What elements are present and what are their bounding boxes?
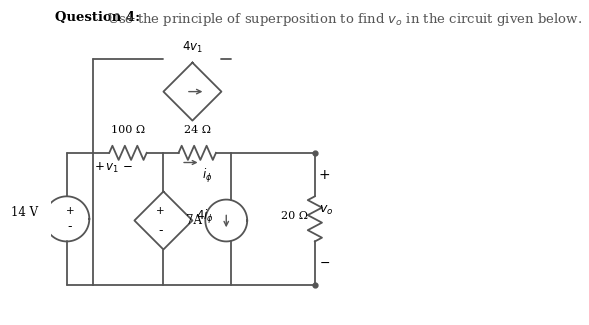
Text: 100 Ω: 100 Ω (111, 125, 145, 135)
Text: 7A: 7A (186, 214, 202, 227)
Text: +: + (319, 168, 330, 182)
Text: +: + (65, 206, 74, 216)
Text: $-$: $-$ (319, 256, 330, 269)
Text: $4i_\phi$: $4i_\phi$ (196, 208, 214, 226)
Text: $v_o$: $v_o$ (319, 204, 333, 217)
Text: Use the principle of superposition to find $v_o$ in the circuit given below.: Use the principle of superposition to fi… (107, 11, 582, 28)
Text: 24 Ω: 24 Ω (184, 125, 211, 135)
Text: $+ \, v_1 \, -$: $+ \, v_1 \, -$ (94, 161, 133, 175)
Text: $4v_1$: $4v_1$ (182, 39, 203, 55)
Text: +: + (156, 206, 164, 216)
Text: 20 Ω: 20 Ω (282, 211, 309, 221)
Text: -: - (68, 220, 72, 233)
Text: $i_\phi$: $i_\phi$ (202, 167, 213, 185)
Text: Question 4:: Question 4: (55, 11, 141, 24)
Text: 14 V: 14 V (11, 206, 38, 219)
Text: -: - (158, 224, 163, 237)
